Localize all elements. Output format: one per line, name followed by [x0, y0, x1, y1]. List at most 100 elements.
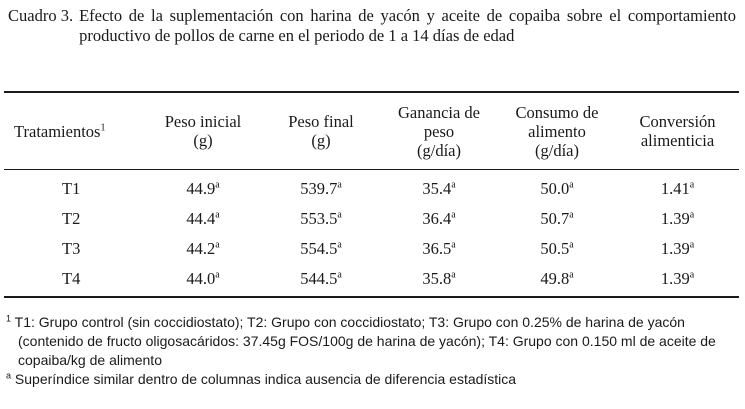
- column-header-line: alimento: [528, 121, 586, 141]
- cell-value: 36.4: [422, 209, 452, 228]
- footnote-superscript: a Superíndice similar dentro de columnas…: [6, 370, 732, 389]
- cell-value: 44.4: [186, 209, 216, 228]
- table-cell: 553.5a: [262, 204, 380, 234]
- column-header-line: alimenticia: [640, 131, 715, 150]
- table-cell: 44.0a: [144, 264, 262, 296]
- column-header-line: Peso inicial: [164, 112, 242, 131]
- table-body: T1 44.9a 539.7a 35.4a 50.0a 1.41a T2 44.4a 553.5…: [4, 170, 739, 297]
- cell-value: 1.41: [660, 179, 690, 198]
- column-header-line: peso: [423, 121, 455, 141]
- column-header-line: (g): [311, 131, 331, 150]
- table-cell: 1.39a: [616, 234, 739, 264]
- cell-superscript: a: [569, 179, 574, 191]
- table-cell: 35.8a: [380, 264, 498, 296]
- cell-value: 49.8: [540, 269, 570, 288]
- cell-superscript: a: [451, 209, 456, 221]
- cell-value: 50.7: [540, 209, 570, 228]
- cell-value: 1.39: [660, 209, 690, 228]
- column-header-5: Conversión alimenticia: [616, 93, 739, 170]
- treatment-name: T4: [62, 269, 81, 288]
- cell-superscript: a: [337, 209, 342, 221]
- footnote-treatments: 1 T1: Grupo control (sin coccidiostato);…: [6, 313, 732, 370]
- column-header-line: Ganancia de: [398, 102, 480, 122]
- caption-label: Cuadro 3.: [8, 6, 74, 25]
- table-cell: 44.4a: [144, 204, 262, 234]
- column-header-0: Tratamientos1: [4, 93, 144, 170]
- results-table-container: Tratamientos1 Peso inicial (g) Peso final (g…: [4, 91, 739, 298]
- column-header-line: (g/día): [535, 140, 579, 160]
- cell-superscript: a: [451, 179, 456, 191]
- cell-superscript: a: [215, 209, 220, 221]
- cell-superscript: a: [337, 239, 342, 251]
- cell-superscript: a: [569, 239, 574, 251]
- table-cell: 35.4a: [380, 170, 498, 205]
- cell-superscript: a: [451, 239, 456, 251]
- cell-superscript: a: [689, 269, 695, 281]
- table-cell: 36.5a: [380, 234, 498, 264]
- table-row: T2 44.4a 553.5a 36.4a 50.7a 1.39a: [4, 204, 739, 234]
- treatment-name: T1: [62, 179, 81, 198]
- table-cell: 554.5a: [262, 234, 380, 264]
- results-table: Tratamientos1 Peso inicial (g) Peso final (g…: [4, 93, 739, 296]
- table-cell: 1.41a: [616, 170, 739, 205]
- table-header-row: Tratamientos1 Peso inicial (g) Peso final (g…: [4, 93, 739, 170]
- cell-superscript: a: [689, 179, 695, 191]
- table-cell: 50.5a: [498, 234, 616, 264]
- column-header-line: Conversión: [639, 112, 716, 131]
- column-header-line: (g): [193, 131, 213, 150]
- caption-text: Efecto de la suplementación con harina d…: [79, 6, 736, 45]
- cell-superscript: a: [215, 269, 220, 281]
- footnote-treatments-text: T1: Grupo control (sin coccidiostato); T…: [11, 314, 716, 368]
- cell-value: 554.5: [300, 239, 338, 258]
- cell-value: 539.7: [300, 179, 338, 198]
- treatment-name: T2: [62, 209, 81, 228]
- column-header-2: Peso final (g): [262, 93, 380, 170]
- cell-value: 35.8: [422, 269, 452, 288]
- table-row: T4 44.0a 544.5a 35.8a 49.8a 1.39a: [4, 264, 739, 296]
- cell-value: 44.0: [186, 269, 216, 288]
- cell-superscript: a: [337, 269, 342, 281]
- table-cell: 44.9a: [144, 170, 262, 205]
- table-caption: Cuadro 3. Efecto de la suplementación co…: [8, 6, 736, 46]
- cell-superscript: a: [215, 239, 220, 251]
- table-row: T3 44.2a 554.5a 36.5a 50.5a 1.39a: [4, 234, 739, 264]
- cell-value: 50.0: [540, 179, 570, 198]
- column-header-line: Peso final: [288, 112, 354, 131]
- column-header-4: Consumo de alimento (g/día): [498, 93, 616, 170]
- cell-superscript: a: [215, 179, 220, 191]
- cell-value: 544.5: [300, 269, 338, 288]
- column-header-3: Ganancia de peso (g/día): [380, 93, 498, 170]
- footnote-marker-a: a: [6, 370, 12, 381]
- cell-value: 50.5: [540, 239, 570, 258]
- cell-value: 44.2: [186, 239, 216, 258]
- table-cell: 1.39a: [616, 204, 739, 234]
- cell-value: 553.5: [300, 209, 338, 228]
- cell-superscript: a: [569, 269, 574, 281]
- treatment-name: T3: [62, 239, 81, 258]
- cell-superscript: a: [569, 209, 574, 221]
- cell-value: 1.39: [660, 239, 690, 258]
- column-header-line: Tratamientos: [14, 121, 101, 141]
- footnotes: 1 T1: Grupo control (sin coccidiostato);…: [6, 313, 732, 389]
- cell-value: 1.39: [660, 269, 690, 288]
- table-cell: 36.4a: [380, 204, 498, 234]
- table-cell: 50.0a: [498, 170, 616, 205]
- cell-superscript: a: [337, 179, 342, 191]
- cell-value: 44.9: [186, 179, 216, 198]
- table-cell: 1.39a: [616, 264, 739, 296]
- cell-value: 36.5: [422, 239, 452, 258]
- column-header-line: Consumo de: [515, 102, 599, 122]
- table-cell: 539.7a: [262, 170, 380, 205]
- table-cell: 544.5a: [262, 264, 380, 296]
- column-header-line: (g/día): [417, 140, 461, 160]
- column-header-1: Peso inicial (g): [144, 93, 262, 170]
- column-header-superscript: 1: [100, 122, 106, 133]
- footnote-marker-1: 1: [6, 313, 12, 324]
- footnote-superscript-text: Superíndice similar dentro de columnas i…: [11, 371, 517, 387]
- cell-superscript: a: [689, 239, 695, 251]
- cell-superscript: a: [451, 269, 456, 281]
- cell-value: 35.4: [422, 179, 452, 198]
- cell-superscript: a: [689, 209, 695, 221]
- table-cell: 50.7a: [498, 204, 616, 234]
- table-cell: 44.2a: [144, 234, 262, 264]
